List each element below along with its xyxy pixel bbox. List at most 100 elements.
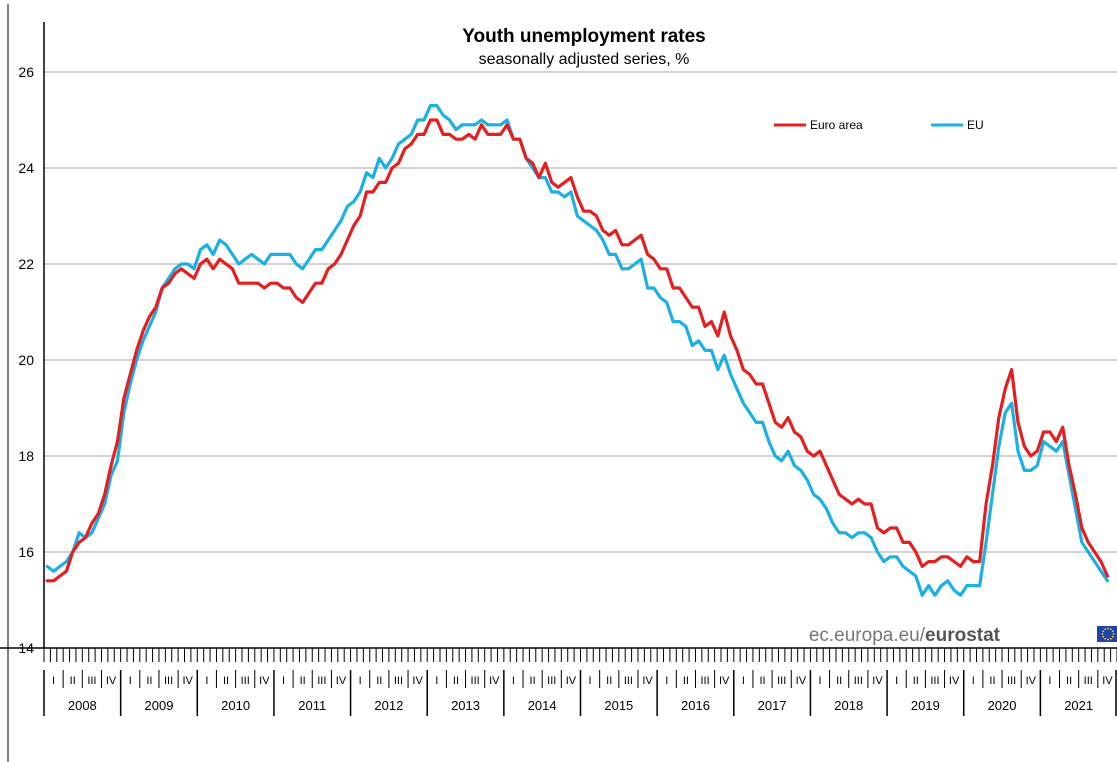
y-tick-label: 22	[18, 256, 34, 272]
source-brand: eurostat	[925, 625, 1001, 646]
year-label: 2017	[758, 698, 787, 713]
quarter-label: III	[394, 675, 403, 687]
legend: Euro area EU	[774, 118, 984, 132]
quarter-label: I	[818, 675, 821, 687]
year-label: 2018	[834, 698, 863, 713]
quarter-label: I	[129, 675, 132, 687]
quarter-label: IV	[336, 675, 347, 687]
quarter-label: I	[512, 675, 515, 687]
flag-star	[1102, 635, 1105, 638]
year-label: 2011	[298, 698, 326, 713]
quarter-label: II	[300, 675, 306, 687]
quarter-label: II	[683, 675, 689, 687]
quarter-label: I	[895, 675, 898, 687]
quarter-label: II	[606, 675, 612, 687]
quarter-label: IV	[489, 675, 500, 687]
quarter-label: II	[913, 675, 919, 687]
source-watermark: ec.europa.eu/eurostat	[809, 625, 1117, 646]
quarter-label: I	[282, 675, 285, 687]
flag-star	[1109, 637, 1112, 640]
series-lines	[45, 104, 1110, 597]
quarter-label: IV	[566, 675, 577, 687]
quarter-label: III	[317, 675, 326, 687]
year-label: 2012	[374, 698, 403, 713]
quarter-label: I	[1048, 675, 1051, 687]
quarter-label: II	[453, 675, 459, 687]
quarter-label: III	[547, 675, 556, 687]
quarter-label: II	[146, 675, 152, 687]
quarter-label: IV	[106, 675, 117, 687]
year-label: 2016	[681, 698, 710, 713]
quarter-label: III	[777, 675, 786, 687]
quarter-label: I	[435, 675, 438, 687]
series-line-eu	[45, 104, 1110, 597]
quarter-label: IV	[412, 675, 423, 687]
quarter-label: III	[624, 675, 633, 687]
quarter-label: II	[759, 675, 765, 687]
grid	[44, 71, 1117, 553]
quarter-label: II	[376, 675, 382, 687]
quarter-label: IV	[259, 675, 270, 687]
quarter-label: I	[742, 675, 745, 687]
flag-star	[1111, 630, 1114, 633]
flag-star	[1101, 633, 1104, 635]
quarter-label: III	[241, 675, 250, 687]
year-label: 2009	[145, 698, 174, 713]
quarter-label: IV	[183, 675, 194, 687]
y-tick-label: 20	[18, 352, 34, 368]
y-tick-label: 26	[18, 64, 34, 80]
quarter-label: I	[665, 675, 668, 687]
quarter-label: IV	[872, 675, 883, 687]
source-domain: ec.europa.eu/	[809, 625, 926, 646]
flag-star	[1104, 637, 1107, 640]
quarter-label: I	[359, 675, 362, 687]
quarter-label: IV	[796, 675, 807, 687]
quarter-label: IV	[642, 675, 653, 687]
quarter-label: III	[700, 675, 709, 687]
flag-star	[1111, 635, 1114, 638]
quarter-label: IV	[949, 675, 960, 687]
legend-label-euro-area: Euro area	[810, 118, 863, 132]
series-line-euro-area	[45, 118, 1110, 583]
quarter-label: II	[989, 675, 995, 687]
year-label: 2021	[1064, 698, 1093, 713]
flag-star	[1109, 628, 1112, 631]
quarter-label: IV	[719, 675, 730, 687]
chart-subtitle: seasonally adjusted series, %	[479, 51, 690, 68]
source-label: ec.europa.eu/eurostat	[809, 625, 1001, 646]
quarter-label: I	[589, 675, 592, 687]
flag-star	[1104, 628, 1107, 631]
quarter-label: III	[87, 675, 96, 687]
quarter-label: I	[972, 675, 975, 687]
year-label: 2013	[451, 698, 480, 713]
quarter-label: II	[530, 675, 536, 687]
quarter-label: III	[930, 675, 939, 687]
chart-title: Youth unemployment rates	[462, 26, 706, 47]
quarter-label: II	[836, 675, 842, 687]
year-label: 2019	[911, 698, 940, 713]
flag-star	[1112, 633, 1115, 635]
quarter-label: III	[1007, 675, 1016, 687]
quarter-label: III	[1084, 675, 1093, 687]
flag-star	[1102, 630, 1105, 633]
flag-star	[1107, 627, 1109, 630]
year-label: 2010	[221, 698, 250, 713]
quarter-label: III	[471, 675, 480, 687]
legend-label-eu: EU	[967, 118, 984, 132]
quarter-label: III	[854, 675, 863, 687]
y-tick-label: 16	[18, 544, 34, 560]
flag-star	[1107, 638, 1109, 641]
quarter-label: II	[70, 675, 76, 687]
year-label: 2015	[604, 698, 633, 713]
year-label: 2020	[988, 698, 1017, 713]
quarter-label: I	[205, 675, 208, 687]
quarter-label: III	[164, 675, 173, 687]
year-label: 2014	[528, 698, 557, 713]
y-tick-label: 24	[18, 160, 34, 176]
quarter-label: IV	[1102, 675, 1113, 687]
quarter-label: II	[223, 675, 229, 687]
quarter-label: IV	[1026, 675, 1037, 687]
